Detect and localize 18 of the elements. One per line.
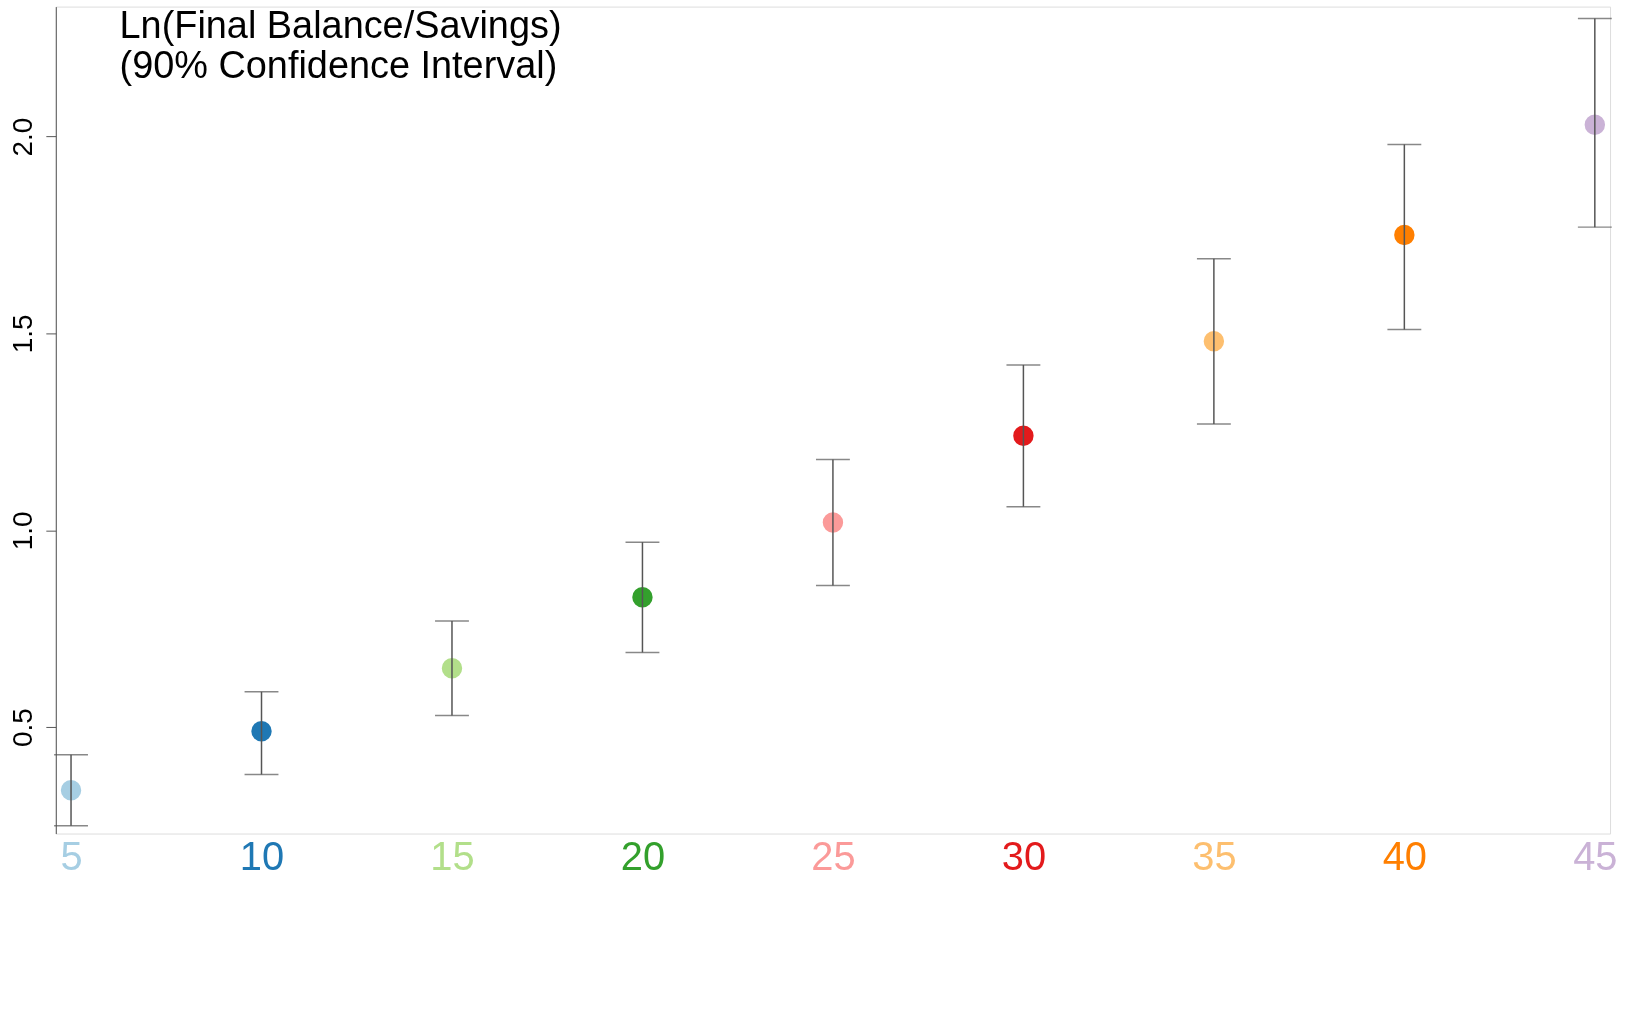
x-tick-label: 35 bbox=[1192, 833, 1237, 878]
text: Ln(Final Balance/Savings) bbox=[119, 4, 562, 47]
x-tick-label: 15 bbox=[430, 833, 475, 878]
point bbox=[251, 720, 272, 742]
x-tick-label: 20 bbox=[620, 833, 666, 878]
point bbox=[1013, 425, 1034, 447]
y-tick-label: 0.5 bbox=[7, 708, 39, 748]
y-tick-label: 2.0 bbox=[7, 117, 39, 157]
y-tick-label: 1.5 bbox=[7, 314, 39, 354]
point bbox=[632, 587, 653, 608]
point bbox=[1394, 224, 1415, 246]
x-tick-label: 25 bbox=[811, 833, 856, 878]
x-tick-label: 5 bbox=[60, 833, 83, 878]
x-tick-label: 40 bbox=[1382, 833, 1428, 878]
x-tick-label: 30 bbox=[1001, 833, 1047, 878]
x-tick-label: 45 bbox=[1573, 833, 1618, 878]
y-tick-label: 1.0 bbox=[7, 511, 39, 551]
x-tick-label: 10 bbox=[239, 833, 285, 878]
